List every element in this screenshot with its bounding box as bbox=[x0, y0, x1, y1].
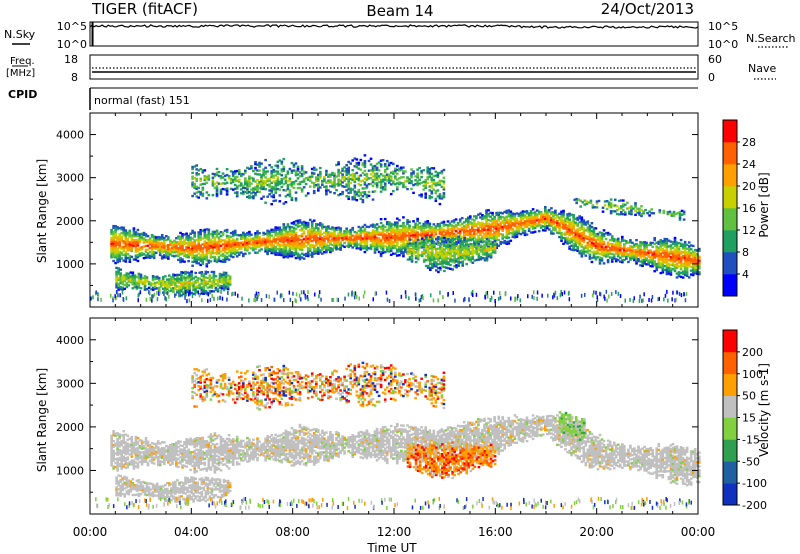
near-range-speckle bbox=[90, 289, 688, 304]
velocity-panel: 1000 2000 3000 4000 bbox=[56, 317, 701, 515]
nsky-panel: N.Sky 10^5 10^0 10^5 10^0 N.Search bbox=[4, 20, 796, 51]
colorbar-tick-label: 8 bbox=[742, 246, 749, 259]
echo-band-0 bbox=[110, 414, 701, 487]
colorbar-swatch bbox=[723, 483, 737, 506]
power-ylabel: Slant Range [km] bbox=[35, 159, 49, 263]
ytick-label: 2000 bbox=[56, 421, 84, 434]
power-colorbar: 28 24 20 16 12 8 4 bbox=[722, 119, 756, 297]
colorbar-tick-label: 50 bbox=[742, 390, 756, 403]
echo-band-2 bbox=[191, 361, 446, 411]
xtick-label: 16:00 bbox=[478, 525, 513, 539]
nave-label: Nave bbox=[748, 62, 776, 75]
echo-band-3 bbox=[406, 235, 497, 274]
cpid-panel: CPID normal (fast) 151 bbox=[8, 87, 698, 110]
colorbar-tick-label: 15 bbox=[742, 412, 756, 425]
colorbar-tick-label: 100 bbox=[742, 368, 763, 381]
colorbar-swatch bbox=[723, 208, 737, 231]
colorbar-tick-label: 4 bbox=[742, 268, 749, 281]
ytick-label: 3000 bbox=[56, 377, 84, 390]
colorbar-swatch bbox=[723, 439, 737, 462]
nave-tick-bottom: 0 bbox=[708, 71, 715, 84]
colorbar-swatch bbox=[723, 395, 737, 418]
colorbar-swatch bbox=[723, 330, 737, 353]
range-time-cells bbox=[90, 154, 701, 304]
plot-area bbox=[90, 318, 698, 514]
ytick-label: 1000 bbox=[56, 464, 84, 477]
nsearch-label: N.Search bbox=[746, 32, 796, 45]
nsky-trace bbox=[89, 24, 699, 29]
velocity-colorbar: 200 100 50 15 -15 -50 -100 -200 bbox=[722, 329, 767, 512]
velocity-colorbar-label: Velocity [m s-1] bbox=[757, 363, 771, 457]
colorbar-swatch bbox=[723, 351, 737, 375]
colorbar-swatch bbox=[723, 186, 737, 209]
near-range-speckle bbox=[95, 496, 692, 511]
colorbar-tick-label: 16 bbox=[742, 202, 756, 215]
colorbar-swatch bbox=[723, 120, 737, 143]
colorbar-swatch bbox=[723, 417, 737, 440]
cpid-text: normal (fast) 151 bbox=[94, 94, 190, 107]
freq-panel: Freq. [MHz] 18 8 60 0 Nave bbox=[6, 53, 776, 84]
ytick-label: 4000 bbox=[56, 334, 84, 347]
nsky-tick-bottom: 10^0 bbox=[57, 38, 87, 51]
xtick-label: 20:00 bbox=[579, 525, 614, 539]
colorbar-tick-label: 24 bbox=[742, 158, 756, 171]
xtick-label: 00:00 bbox=[73, 525, 108, 539]
nsky-label: N.Sky bbox=[4, 28, 36, 41]
echo-band-0 bbox=[110, 206, 701, 279]
date-title: 24/Oct/2013 bbox=[601, 0, 694, 18]
echo-band-2 bbox=[191, 154, 446, 206]
ytick-label: 3000 bbox=[56, 172, 84, 185]
freq-tick-bottom: 8 bbox=[71, 71, 78, 84]
colorbar-swatch bbox=[723, 142, 737, 165]
freq-label-2: [MHz] bbox=[6, 68, 35, 79]
echo-band-4 bbox=[558, 411, 586, 444]
xtick-label: 08:00 bbox=[275, 525, 310, 539]
colorbar-tick-label: -50 bbox=[742, 455, 760, 468]
colorbar-swatch bbox=[723, 164, 737, 187]
radar-title: TIGER (fitACF) bbox=[91, 0, 198, 18]
nsearch-tick-bottom: 10^0 bbox=[708, 38, 738, 51]
velocity-ylabel: Slant Range [km] bbox=[35, 368, 49, 472]
nsky-tick-top: 10^5 bbox=[57, 20, 87, 33]
cpid-label: CPID bbox=[8, 88, 37, 101]
freq-label-1: Freq. bbox=[10, 56, 35, 67]
xlabel: Time UT bbox=[366, 541, 417, 554]
colorbar-tick-label: -15 bbox=[742, 433, 760, 446]
ytick-label: 1000 bbox=[56, 258, 84, 271]
colorbar-tick-label: -200 bbox=[742, 499, 767, 512]
colorbar-tick-label: 28 bbox=[742, 136, 756, 149]
power-colorbar-label: Power [dB] bbox=[757, 172, 771, 237]
colorbar-swatch bbox=[723, 274, 737, 297]
colorbar-tick-label: -100 bbox=[742, 477, 767, 490]
xtick-label: 12:00 bbox=[377, 525, 412, 539]
time-axis: 00:00 04:00 08:00 12:00 16:00 20:00 00:00 bbox=[73, 525, 716, 539]
colorbar-swatch bbox=[723, 461, 737, 484]
xtick-label: 04:00 bbox=[174, 525, 209, 539]
freq-tick-top: 18 bbox=[64, 53, 78, 66]
echo-band-3 bbox=[406, 441, 497, 480]
colorbar-tick-label: 20 bbox=[742, 180, 756, 193]
nsearch-tick-top: 10^5 bbox=[708, 20, 738, 33]
range-time-cells bbox=[95, 361, 701, 511]
colorbar-tick-label: 12 bbox=[742, 224, 756, 237]
xtick-label: 00:00 bbox=[681, 525, 716, 539]
power-panel: 1000 2000 3000 4000 bbox=[56, 112, 701, 308]
colorbar-swatch bbox=[723, 373, 737, 396]
colorbar-swatch bbox=[723, 230, 737, 253]
ytick-label: 2000 bbox=[56, 215, 84, 228]
colorbar-swatch bbox=[723, 252, 737, 275]
colorbar-tick-label: 200 bbox=[742, 346, 763, 359]
echo-band-4 bbox=[573, 197, 686, 221]
nave-tick-top: 60 bbox=[708, 53, 722, 66]
beam-title: Beam 14 bbox=[366, 2, 433, 20]
ytick-label: 4000 bbox=[56, 129, 84, 142]
